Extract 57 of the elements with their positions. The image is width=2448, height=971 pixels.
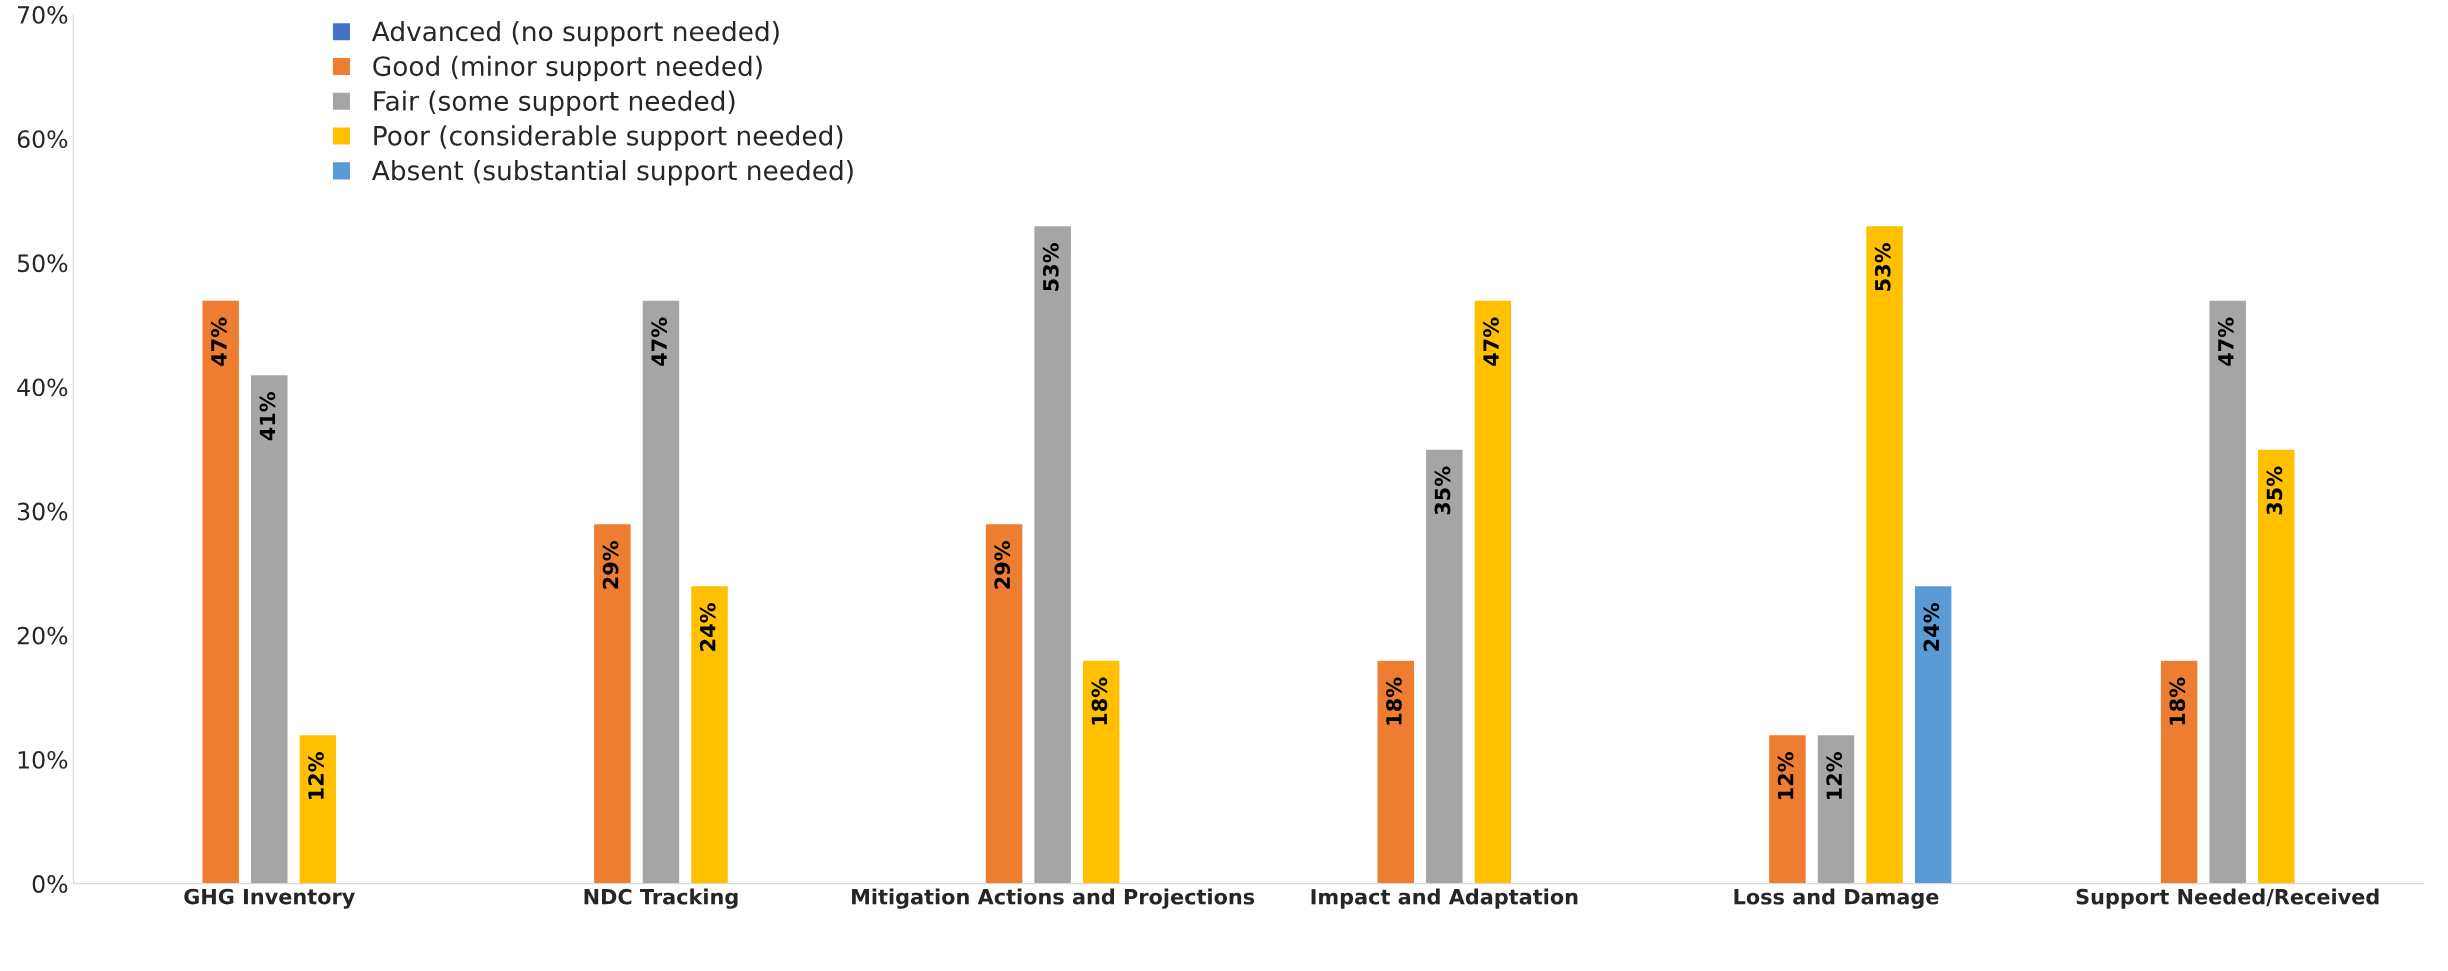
data-label: 47% [1483,317,1499,366]
bar [984,522,1024,884]
bar [1424,448,1464,884]
bar [689,584,730,884]
y-tick-label: 30% [17,502,68,521]
bar [1376,659,1416,884]
y-tick-label: 40% [17,378,68,397]
data-label: 18% [2169,677,2186,725]
x-tick-label: Loss and Damage [1734,888,1939,909]
data-label: 12% [308,752,324,799]
x-tick-label: Mitigation Actions and Projections [852,888,1255,909]
bar [249,373,289,884]
legend-label: Good (minor support needed) [373,55,762,82]
y-tick-label: 10% [18,750,68,769]
data-label: 24% [1923,603,1940,651]
legend-label: Absent (substantial support needed) [371,160,853,186]
data-label: 47% [651,317,667,366]
bar [1473,299,1513,884]
y-tick-label: 50% [17,254,68,273]
bar [1816,733,1856,884]
bar [641,299,681,884]
data-label: 18% [1091,677,1108,725]
x-tick-label: Support Needed/Received [2076,888,2379,909]
x-tick-label: NDC Tracking [584,888,738,909]
data-label: 53% [1874,243,1891,291]
bar [1864,224,1905,884]
bar [592,522,633,884]
data-label: 29% [994,541,1011,589]
bar [1081,659,1121,884]
data-label: 47% [211,317,227,366]
bar [201,299,241,884]
y-tick-label: 0% [32,875,68,893]
y-tick-label: 70% [18,6,68,24]
bar [2256,448,2296,884]
data-label: 24% [699,603,716,651]
x-tick-label: Impact and Adaptation [1311,888,1578,909]
data-label: 53% [1042,243,1059,291]
data-label: 41% [259,392,276,441]
bar [1033,224,1073,884]
data-label: 47% [2217,317,2234,366]
legend-label: Advanced (no support needed) [371,20,779,47]
bar [2159,659,2199,884]
data-label: 29% [602,541,619,589]
bar [2208,299,2248,884]
y-tick-label: 20% [17,626,68,645]
bar [1767,733,1808,884]
bar [298,733,338,884]
bar [1913,584,1953,884]
data-label: 12% [1777,752,1794,799]
data-label: 35% [1434,466,1451,515]
y-tick-label: 60% [17,130,68,149]
data-label: 18% [1386,677,1402,725]
legend-label: Fair (some support needed) [374,90,735,117]
legend-label: Poor (considerable support needed) [374,125,843,151]
data-label: 35% [2266,466,2283,515]
data-label: 12% [1826,752,1843,799]
x-tick-label: GHG Inventory [184,888,355,909]
